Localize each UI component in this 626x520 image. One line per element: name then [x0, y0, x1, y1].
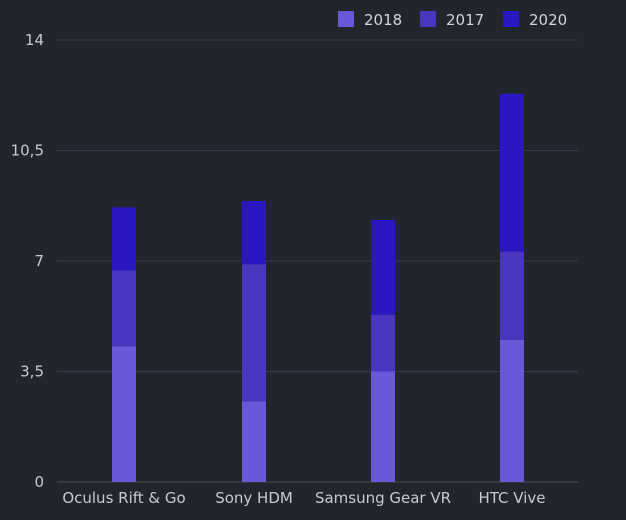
legend-label-2018: 2018: [364, 11, 402, 29]
bar-segment-2020: [371, 219, 395, 315]
y-tick-label: 10,5: [11, 142, 44, 160]
legend-swatch-2020: [503, 11, 519, 27]
bar-segment-2020: [242, 201, 266, 265]
y-tick-label: 7: [34, 252, 44, 270]
category-label: HTC Vive: [478, 489, 545, 507]
bar-segment-2018: [112, 346, 136, 482]
legend-label-2017: 2017: [446, 11, 484, 29]
bar-segment-2020: [500, 93, 524, 252]
bar-segment-2017: [371, 314, 395, 372]
legend-label-2020: 2020: [529, 11, 567, 29]
y-tick-label: 3,5: [20, 363, 44, 381]
y-tick-label: 14: [25, 31, 44, 49]
category-label: Samsung Gear VR: [315, 489, 451, 507]
legend-swatch-2017: [420, 11, 436, 27]
category-label: Sony HDM: [215, 489, 293, 507]
bar-segment-2017: [500, 251, 524, 340]
bar-segment-2017: [242, 264, 266, 402]
bar-segment-2020: [112, 207, 136, 271]
bar-segment-2017: [112, 270, 136, 347]
category-label: Oculus Rift & Go: [62, 489, 185, 507]
bar-segment-2018: [242, 401, 266, 482]
legend-swatch-2018: [338, 11, 354, 27]
bar-segment-2018: [371, 371, 395, 482]
bar-segment-2018: [500, 339, 524, 482]
y-tick-label: 0: [34, 473, 44, 491]
